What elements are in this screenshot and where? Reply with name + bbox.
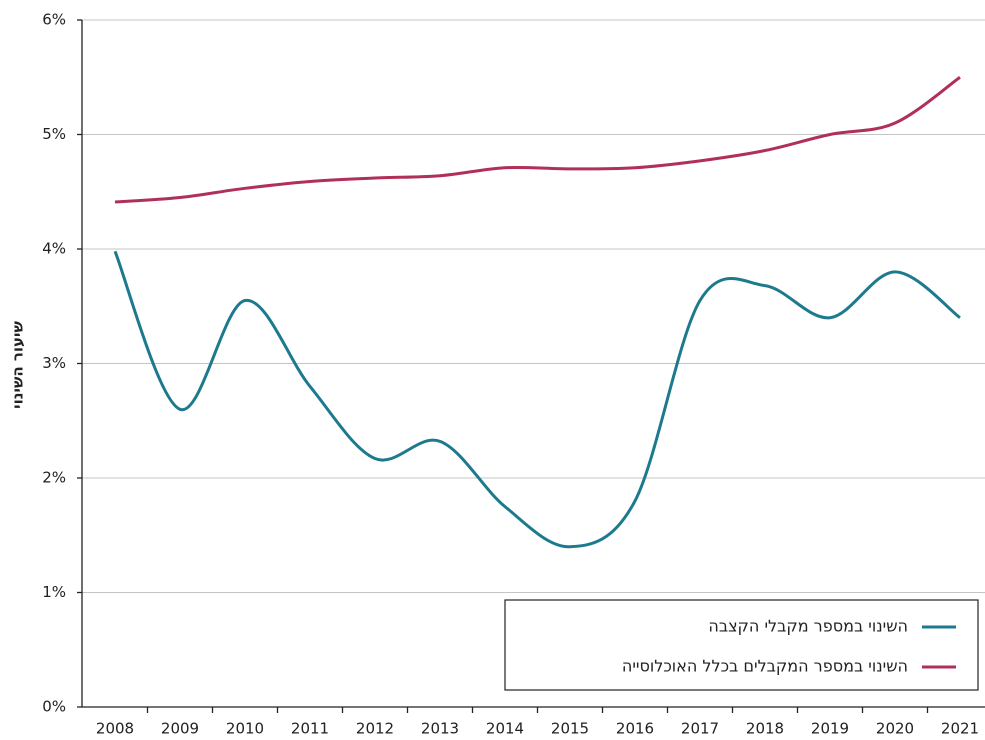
y-tick-label: 3% [42, 354, 66, 372]
y-tick-label: 6% [42, 11, 66, 29]
legend-label: השינוי במספר מקבלי הקצבה [708, 617, 908, 636]
x-tick-label: 2021 [941, 720, 979, 738]
y-tick-label: 2% [42, 469, 66, 487]
x-tick-label: 2019 [811, 720, 849, 738]
x-tick-label: 2010 [226, 720, 264, 738]
legend-box [504, 599, 979, 691]
x-tick-label: 2015 [551, 720, 589, 738]
line-series [113, 250, 961, 549]
x-tick-label: 2009 [161, 720, 199, 738]
x-tick-label: 2012 [356, 720, 394, 738]
x-tick-label: 2018 [746, 720, 784, 738]
y-tick-label: 5% [42, 125, 66, 143]
y-tick-label: 4% [42, 240, 66, 258]
x-tick-label: 2014 [486, 720, 524, 738]
x-tick-label: 2008 [96, 720, 134, 738]
y-tick-label: 0% [42, 698, 66, 716]
y-tick-label: 1% [42, 583, 66, 601]
y-axis-label: שיעור השינוי [9, 321, 27, 409]
x-tick-label: 2020 [876, 720, 914, 738]
legend-label: השינוי במספר המקבלים בכלל האוכלוסייה [622, 657, 908, 676]
x-tick-label: 2016 [616, 720, 654, 738]
x-tick-label: 2017 [681, 720, 719, 738]
x-tick-label: 2011 [291, 720, 329, 738]
line-series [114, 76, 961, 204]
x-tick-label: 2013 [421, 720, 459, 738]
